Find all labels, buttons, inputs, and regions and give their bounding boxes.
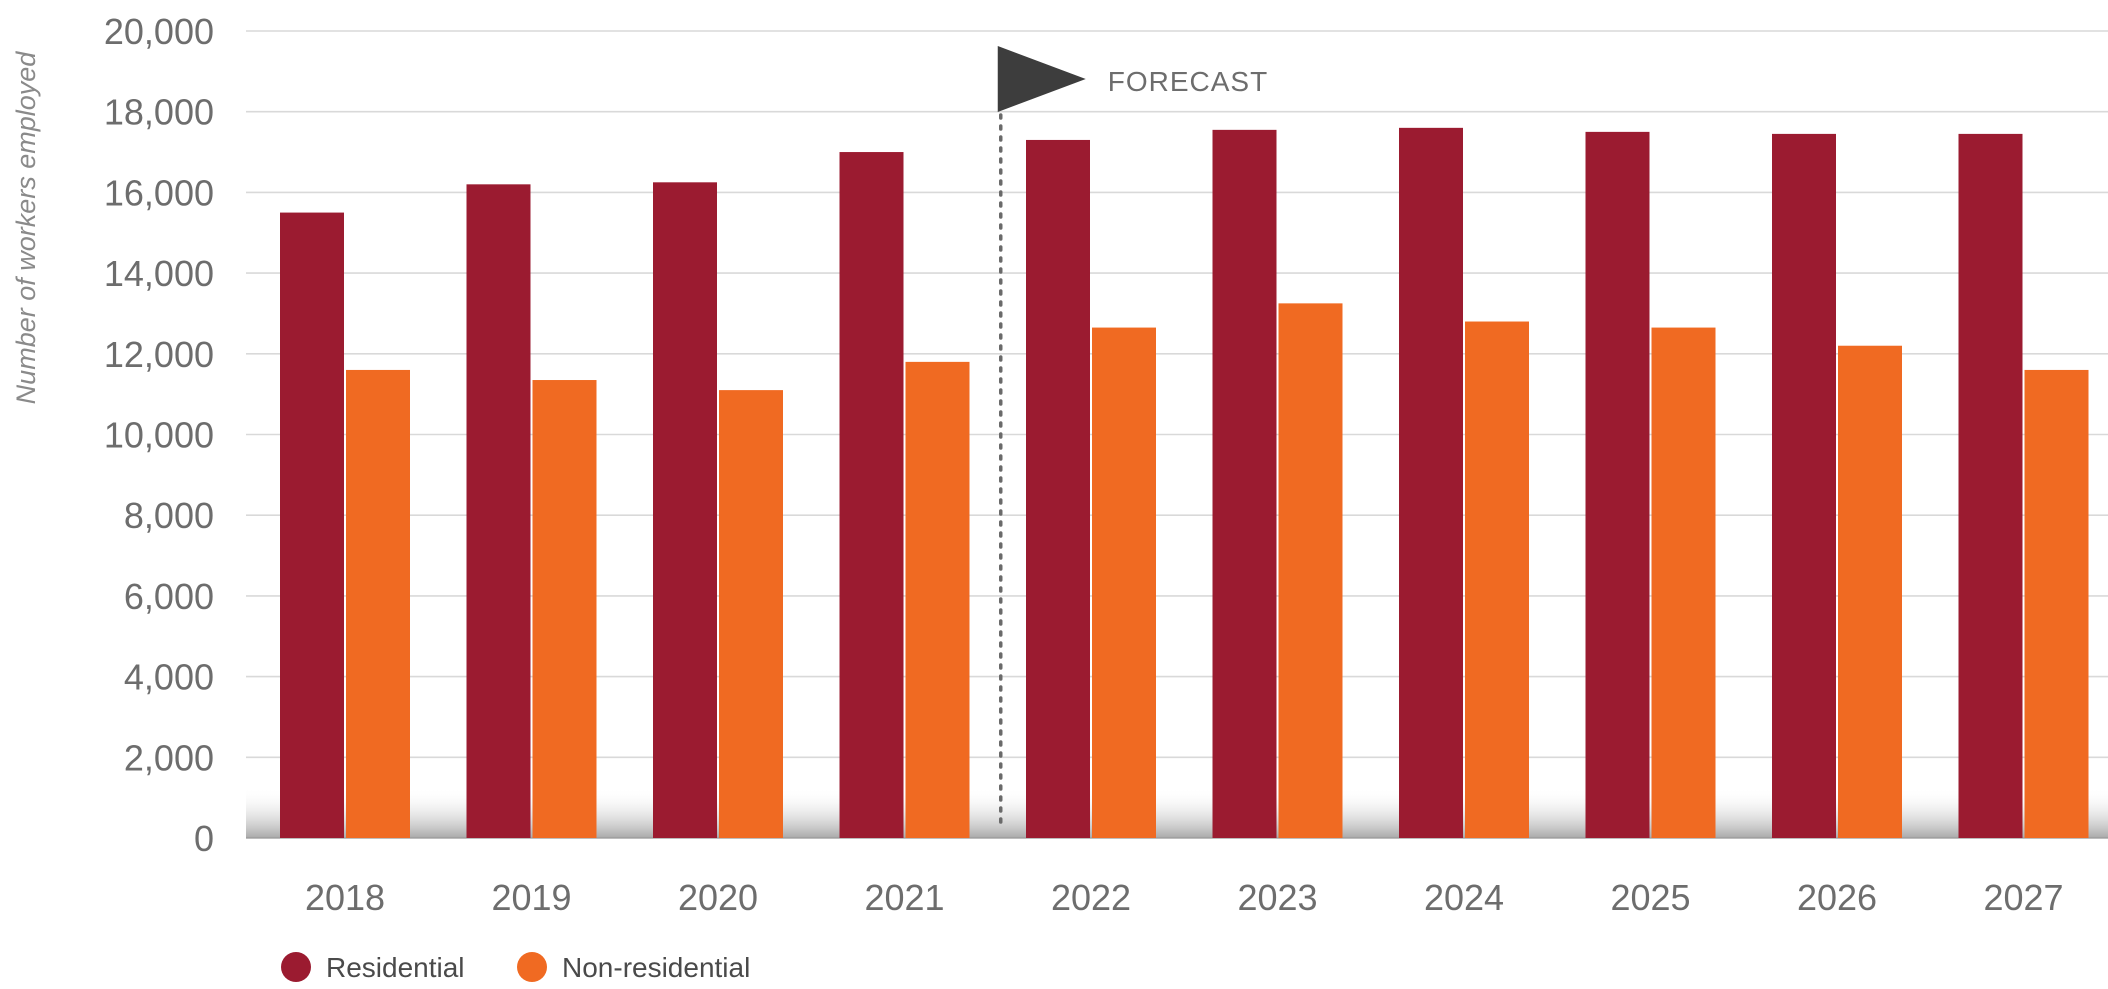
bar-residential-2021: [839, 152, 904, 839]
bar-residential-2024: [1399, 127, 1463, 839]
bar-non-residential-2020: [719, 390, 783, 838]
bar-non-residential-2027: [2024, 369, 2089, 838]
x-tick-label: 2025: [1610, 877, 1690, 918]
bar-residential-2019: [466, 184, 531, 838]
x-tick-label: 2018: [305, 877, 385, 918]
bar-residential-2026: [1772, 133, 1836, 838]
x-tick-label: 2027: [1983, 877, 2063, 918]
x-tick-label: 2022: [1051, 877, 1131, 918]
y-tick-label: 18,000: [104, 92, 214, 133]
bar-non-residential-2018: [346, 369, 410, 838]
y-axis-ticks: 0 2,000 4,000 6,000 8,000 10,000 12,000 14,000 1…: [104, 11, 214, 859]
bar-non-residential-2026: [1838, 345, 1902, 838]
y-tick-label: 0: [194, 818, 214, 859]
bar-non-residential-2023: [1278, 303, 1343, 838]
bar-non-residential-2022: [1092, 327, 1156, 838]
y-axis-label-group: Number of workers employed: [11, 51, 41, 405]
legend-item: Residential: [281, 952, 465, 983]
bar-residential-2020: [653, 182, 717, 838]
legend-label: Residential: [326, 952, 465, 983]
flag-icon: [997, 46, 1086, 112]
bar-non-residential-2021: [905, 361, 970, 838]
y-tick-label: 4,000: [124, 657, 214, 698]
y-axis-label: Number of workers employed: [11, 51, 41, 405]
y-tick-label: 20,000: [104, 11, 214, 52]
bar-non-residential-2024: [1465, 321, 1529, 838]
legend-marker: [517, 952, 547, 982]
bar-non-residential-2025: [1651, 327, 1716, 838]
legend: Residential Non-residential: [281, 952, 750, 983]
legend-label: Non-residential: [562, 952, 750, 983]
bar-residential-2025: [1585, 131, 1650, 838]
x-tick-label: 2020: [678, 877, 758, 918]
y-tick-label: 2,000: [124, 737, 214, 778]
y-tick-label: 12,000: [104, 334, 214, 375]
bar-residential-2022: [1026, 139, 1090, 838]
x-tick-label: 2021: [864, 877, 944, 918]
x-tick-label: 2026: [1797, 877, 1877, 918]
legend-marker: [281, 952, 311, 982]
x-tick-label: 2023: [1237, 877, 1317, 918]
x-tick-label: 2024: [1424, 877, 1504, 918]
bar-residential-2027: [1958, 133, 2023, 838]
y-tick-label: 8,000: [124, 495, 214, 536]
x-tick-label: 2019: [491, 877, 571, 918]
y-tick-label: 6,000: [124, 576, 214, 617]
legend-item: Non-residential: [517, 952, 750, 983]
bar-non-residential-2019: [532, 380, 597, 838]
forecast-annotation: FORECAST: [997, 46, 1268, 112]
y-tick-label: 16,000: [104, 172, 214, 213]
y-tick-label: 14,000: [104, 253, 214, 294]
forecast-label: FORECAST: [1108, 66, 1268, 97]
bars: [280, 127, 2089, 839]
x-axis-ticks: 2018 2019 2020 2021 2022 2023 2024 2025 2026 2027: [305, 877, 2064, 918]
bar-residential-2023: [1212, 129, 1277, 839]
y-tick-label: 10,000: [104, 415, 214, 456]
bar-residential-2018: [280, 212, 344, 838]
